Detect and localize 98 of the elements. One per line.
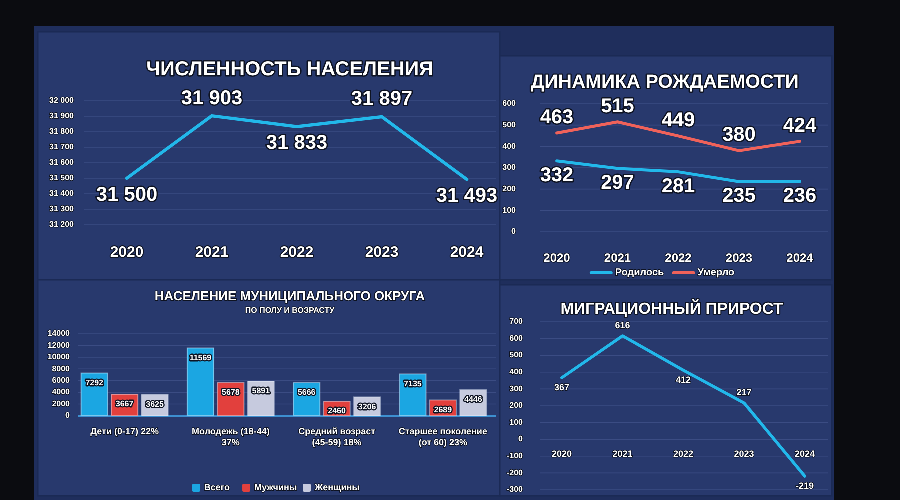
y-tick-label: 0 [518, 434, 524, 444]
data-label: 31 493 [436, 184, 498, 207]
y-tick-label: 400 [502, 142, 517, 151]
y-tick-label: 300 [510, 384, 524, 394]
chart-title: МИГРАЦИОННЫЙ ПРИРОСТ [560, 299, 784, 318]
data-label: 236 [783, 184, 817, 207]
x-tick-label: 2021 [195, 244, 229, 261]
data-label: 463 [540, 106, 574, 129]
y-tick-label: 400 [510, 368, 524, 377]
x-tick-label: 2021 [612, 448, 633, 459]
data-label: 31 897 [351, 88, 413, 110]
x-tick-label: 2024 [794, 448, 816, 459]
y-tick-label: 600 [502, 99, 517, 108]
data-label: 380 [722, 124, 756, 146]
data-label: 3625 [146, 400, 164, 409]
data-label: 297 [601, 172, 634, 194]
data-label: 31 833 [266, 132, 328, 154]
x-tick-label: 2022 [665, 251, 692, 266]
y-tick-label: 0 [66, 411, 71, 420]
y-tick-label: 31 400 [50, 189, 75, 198]
y-tick-label: 600 [510, 334, 524, 343]
data-label: 449 [662, 109, 696, 132]
data-label: 424 [783, 114, 818, 137]
y-tick-label: 31 300 [50, 204, 75, 214]
data-label: 515 [601, 95, 634, 118]
y-tick-label: 31 600 [50, 158, 75, 168]
data-label: 217 [736, 388, 752, 398]
data-label: 11569 [190, 353, 212, 362]
chart-title: НАСЕЛЕНИЕ МУНИЦИПАЛЬНОГО ОКРУГА [154, 288, 426, 304]
data-label: 3206 [358, 402, 377, 412]
y-tick-label: -200 [506, 468, 524, 478]
data-label: 31 903 [181, 87, 243, 110]
y-tick-label: 200 [510, 401, 524, 410]
data-label: 5891 [252, 386, 271, 396]
legend-label: Умерло [698, 268, 735, 279]
y-tick-label: 31 800 [50, 127, 75, 136]
data-label: 367 [554, 382, 570, 392]
data-label: 412 [676, 374, 692, 385]
y-tick-label: 31 200 [50, 220, 75, 230]
y-tick-label: 10000 [48, 352, 71, 362]
y-tick-label: 200 [502, 184, 517, 194]
y-tick-label: 2000 [52, 399, 71, 408]
bar [186, 348, 215, 416]
chart-subtitle: ПО ПОЛУ И ВОЗРАСТУ [245, 306, 336, 316]
legend-label: Родилось [615, 268, 664, 279]
data-label: 7135 [404, 379, 422, 388]
x-tick-label: Средний возраст (45-59) 18% [298, 426, 376, 448]
chart-title: ДИНАМИКА РОЖДАЕМОСТИ [531, 72, 799, 94]
y-tick-label: 31 700 [50, 142, 75, 152]
data-label: 281 [662, 175, 696, 198]
x-tick-label: 2020 [544, 251, 571, 266]
data-label: 31 500 [96, 184, 158, 206]
y-tick-label: 14000 [48, 329, 71, 338]
x-tick-label: 2023 [365, 244, 399, 261]
x-tick-label: 2024 [450, 244, 484, 261]
y-tick-label: -300 [506, 485, 524, 494]
data-label: 7292 [86, 378, 104, 388]
y-tick-label: 100 [510, 418, 524, 427]
data-label: 2460 [328, 406, 347, 416]
data-label: 332 [540, 164, 574, 186]
y-tick-label: -100 [506, 452, 524, 461]
y-tick-label: 500 [510, 350, 524, 360]
y-tick-label: 0 [512, 227, 517, 236]
x-tick-label: 2023 [734, 448, 754, 459]
data-label: 2689 [434, 405, 453, 414]
x-tick-label: 2022 [673, 448, 694, 459]
x-tick-label: 2021 [604, 251, 632, 266]
y-tick-label: 4000 [52, 388, 71, 397]
chart-title: ЧИСЛЕННОСТЬ НАСЕЛЕНИЯ [146, 58, 434, 80]
data-label: 235 [722, 185, 756, 208]
line-series [125, 114, 469, 182]
y-tick-label: 100 [502, 206, 517, 215]
y-tick-label: 700 [510, 317, 524, 326]
data-label: 616 [615, 320, 630, 330]
x-tick-label: 2020 [110, 244, 144, 261]
y-tick-label: 31 900 [50, 112, 75, 121]
x-tick-label: 2020 [552, 448, 572, 459]
y-tick-label: 300 [502, 163, 517, 172]
x-tick-label: Дети (0-17) 22% [90, 426, 160, 436]
x-tick-label: 2024 [786, 251, 814, 266]
data-label: 4446 [464, 395, 483, 404]
legend-label: Женщины [314, 482, 360, 492]
y-tick-label: 31 500 [50, 174, 75, 183]
y-tick-label: 12000 [48, 340, 71, 350]
legend-label: Всего [204, 482, 231, 492]
x-tick-label: Старшее поколение (от 60) 23% [398, 426, 488, 448]
x-tick-label: 2022 [280, 244, 314, 261]
data-label: 5666 [298, 388, 316, 397]
data-label: 5678 [222, 388, 240, 397]
x-tick-label: Молодежь (18-44) 37% [192, 426, 270, 448]
legend-label: Мужчины [254, 482, 298, 492]
y-tick-label: 8000 [52, 364, 71, 374]
y-tick-label: 6000 [52, 376, 71, 385]
data-label: -219 [796, 480, 814, 491]
y-tick-label: 32 000 [50, 96, 75, 106]
y-tick-label: 500 [502, 120, 517, 130]
data-label: 3667 [116, 400, 134, 409]
x-tick-label: 2023 [726, 251, 753, 266]
